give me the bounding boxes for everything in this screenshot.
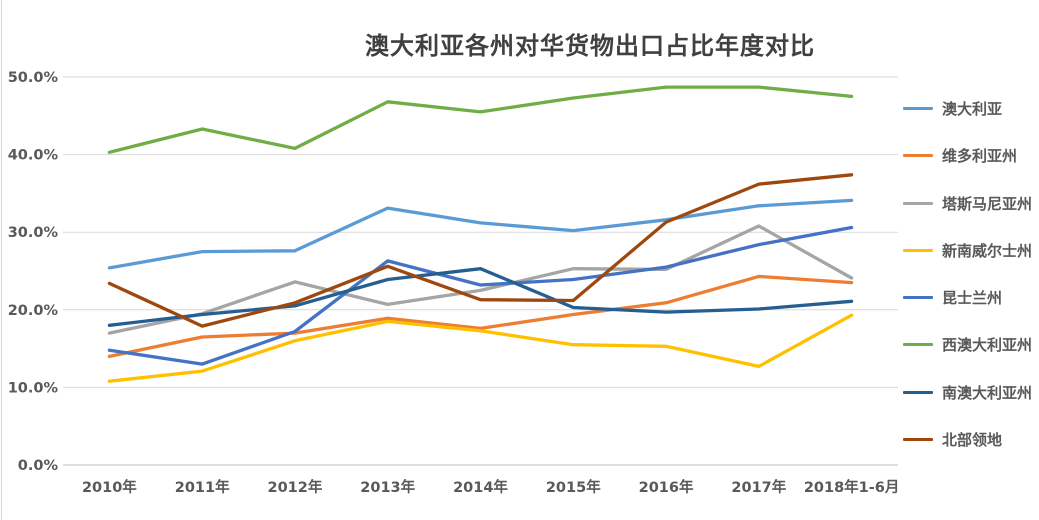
legend-label: 昆士兰州 [942, 289, 1003, 308]
series-line-塔斯马尼亚州 [107, 224, 854, 335]
legend-label: 南澳大利亚州 [942, 383, 1033, 402]
legend-label: 西澳大利亚州 [942, 336, 1033, 355]
series-line-维多利亚州 [107, 274, 854, 359]
series-line-北部领地 [107, 173, 854, 328]
legend-item-澳大利亚: 澳大利亚 [903, 98, 1037, 119]
legend-line-swatch [903, 437, 933, 441]
legend-label: 澳大利亚 [942, 100, 1003, 118]
x-axis-tick-label: 2013年 [360, 478, 415, 496]
x-axis-tick-label: 2012年 [268, 478, 323, 496]
series-line-南澳大利亚州 [107, 267, 854, 327]
x-axis-tick-label: 2017年 [731, 478, 786, 496]
y-axis-tick-label: 20.0% [8, 303, 59, 319]
legend-item-塔斯马尼亚州: 塔斯马尼亚州 [903, 193, 1037, 214]
y-axis-tick-label: 10.0% [8, 380, 59, 396]
legend-item-维多利亚州: 维多利亚州 [903, 145, 1037, 166]
series-line-西澳大利亚州 [107, 85, 854, 154]
legend-item-昆士兰州: 昆士兰州 [903, 287, 1037, 308]
legend-line-swatch [903, 154, 933, 158]
x-axis-tick-label: 2010年 [82, 478, 137, 496]
legend-line-swatch [903, 296, 933, 300]
series-line-澳大利亚 [107, 198, 854, 270]
legend-line-swatch [903, 343, 933, 347]
legend-item-西澳大利亚州: 西澳大利亚州 [903, 334, 1037, 355]
x-axis-tick-label: 2014年 [453, 478, 508, 496]
legend-line-swatch [903, 390, 933, 394]
legend-item-北部领地: 北部领地 [903, 429, 1037, 450]
series-line-昆士兰州 [107, 225, 854, 366]
y-axis-tick-label: 30.0% [8, 225, 59, 241]
legend-item-新南威尔士州: 新南威尔士州 [903, 240, 1037, 261]
x-axis-tick-label: 2011年 [175, 478, 230, 496]
chart-title: 澳大利亚各州对华货物出口占比年度对比 [365, 32, 815, 60]
series-line-新南威尔士州 [107, 313, 854, 383]
legend-label: 维多利亚州 [942, 147, 1018, 166]
y-axis-tick-label: 40.0% [8, 148, 59, 164]
y-axis-tick-label: 50.0% [8, 70, 59, 86]
chart-legend: 澳大利亚维多利亚州塔斯马尼亚州 新南威尔士州 昆士兰州西澳大利亚州 南澳大利亚州 北部领… [903, 98, 1037, 450]
legend-line-swatch [903, 201, 933, 205]
x-axis-tick-label: 2016年 [639, 478, 694, 496]
legend-label: 北部领地 [942, 430, 1003, 449]
chart-left-border [1, 0, 2, 520]
legend-item-南澳大利亚州: 南澳大利亚州 [903, 382, 1037, 403]
legend-line-swatch [903, 107, 933, 110]
legend-label: 塔斯马尼亚州 [942, 194, 1033, 213]
legend-label: 新南威尔士州 [942, 241, 1033, 260]
legend-line-swatch [903, 248, 933, 252]
x-axis-tick-label: 2018年1-6月 [804, 478, 900, 496]
x-axis-tick-label: 2015年 [546, 478, 601, 496]
y-axis-tick-label: 0.0% [18, 458, 59, 474]
